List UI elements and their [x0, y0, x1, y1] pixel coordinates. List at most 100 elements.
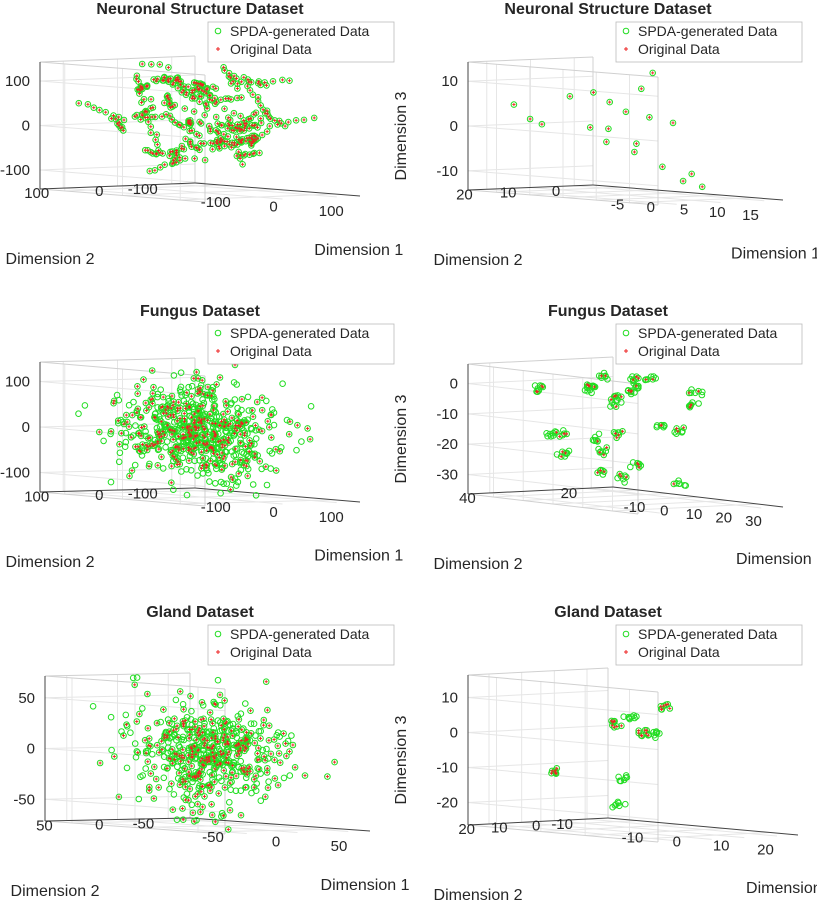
original-point — [244, 139, 248, 143]
generated-point — [240, 450, 248, 457]
original-point — [186, 121, 191, 125]
original-point — [252, 112, 256, 117]
generated-point — [134, 383, 141, 390]
original-point — [143, 148, 147, 152]
original-point — [629, 390, 633, 394]
original-point — [170, 747, 174, 751]
original-point — [224, 97, 228, 101]
original-point — [587, 384, 591, 388]
original-point — [207, 446, 211, 450]
y-tick-label: 50 — [36, 818, 53, 835]
original-point — [169, 450, 173, 454]
original-point — [163, 163, 167, 167]
original-point — [554, 430, 558, 434]
original-point — [277, 751, 281, 755]
original-point — [282, 731, 286, 736]
original-point — [197, 134, 201, 138]
generated-point — [247, 424, 255, 432]
original-point — [284, 742, 288, 746]
generated-point — [256, 457, 264, 465]
original-point — [228, 118, 232, 122]
generated-point — [142, 399, 150, 407]
generated-point — [239, 161, 246, 168]
chart-title: Gland Dataset — [554, 604, 662, 621]
original-point — [215, 138, 219, 142]
original-point — [209, 785, 213, 789]
generated-point — [199, 454, 207, 462]
generated-point — [198, 699, 206, 706]
original-point — [262, 718, 266, 722]
original-point — [252, 777, 256, 781]
original-point — [619, 724, 623, 728]
original-point — [114, 117, 118, 121]
original-point — [174, 78, 178, 83]
original-point — [170, 464, 174, 468]
original-point — [173, 758, 177, 762]
generated-point — [286, 418, 294, 425]
original-point — [555, 766, 559, 770]
generated-point — [120, 420, 128, 428]
original-point — [184, 402, 188, 406]
original-point — [193, 88, 197, 92]
original-point — [151, 385, 156, 389]
original-point — [157, 435, 162, 439]
original-point — [303, 774, 307, 778]
generated-point — [586, 386, 594, 394]
generated-point — [201, 111, 208, 119]
original-point — [171, 454, 175, 458]
generated-point — [238, 78, 245, 86]
original-point — [148, 169, 152, 173]
original-point — [198, 100, 202, 104]
original-point — [171, 81, 175, 85]
generated-point — [234, 85, 241, 92]
original-point — [177, 448, 181, 452]
generated-point — [165, 755, 173, 762]
original-point — [230, 771, 234, 775]
original-point — [159, 455, 163, 459]
original-point — [237, 126, 241, 130]
legend-original-marker — [624, 650, 628, 654]
original-point — [249, 143, 253, 147]
original-point — [265, 130, 269, 134]
original-point — [260, 133, 264, 137]
generated-point — [186, 772, 193, 780]
generated-point — [199, 736, 207, 743]
original-point — [232, 74, 236, 78]
original-point — [259, 121, 263, 125]
generated-point — [188, 762, 195, 770]
original-point — [147, 737, 151, 741]
original-point — [165, 423, 169, 427]
generated-point — [131, 113, 139, 120]
generated-point — [201, 793, 208, 800]
original-point — [256, 99, 260, 103]
original-point — [231, 764, 235, 768]
generated-point — [238, 395, 246, 403]
original-point — [218, 693, 222, 697]
original-point — [127, 425, 131, 429]
generated-point — [129, 674, 137, 682]
z-tick-label: -20 — [436, 795, 458, 812]
y-tick-label: 20 — [456, 186, 473, 203]
generated-point — [173, 816, 181, 823]
x-axis-line — [612, 486, 784, 508]
original-point — [178, 83, 183, 87]
original-point — [253, 423, 257, 428]
original-point — [175, 76, 179, 80]
generated-point — [227, 786, 234, 793]
generated-point — [113, 391, 121, 399]
z-tick-label: -100 — [0, 465, 30, 482]
generated-point — [300, 116, 308, 124]
original-point — [221, 814, 225, 818]
original-point — [241, 744, 245, 748]
original-point — [169, 757, 173, 761]
generated-point — [128, 467, 136, 474]
original-point — [242, 749, 247, 753]
original-point — [207, 755, 211, 759]
original-point — [194, 132, 199, 136]
x-axis-label: Dimension 1 — [321, 877, 410, 894]
generated-point — [622, 800, 629, 808]
original-point — [626, 388, 631, 393]
original-point — [239, 114, 243, 118]
generated-point — [171, 715, 178, 722]
